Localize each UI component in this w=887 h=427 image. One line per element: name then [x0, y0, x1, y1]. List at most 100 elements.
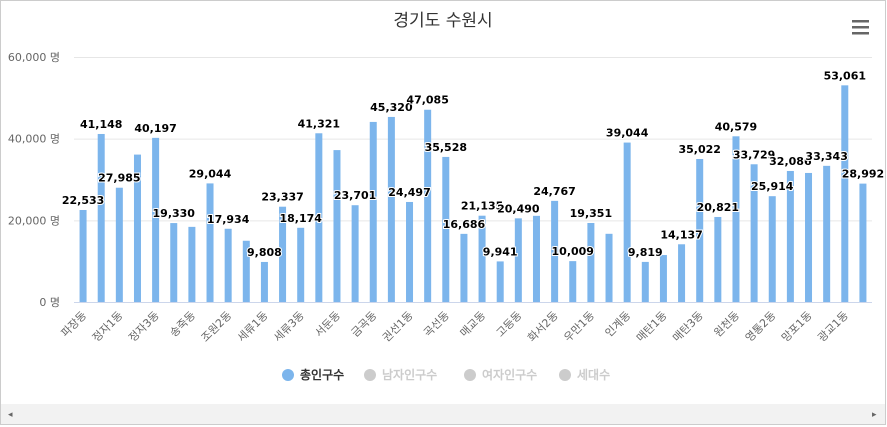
data-label: 25,914 — [751, 180, 794, 193]
bar — [496, 261, 504, 302]
data-label: 19,351 — [570, 207, 612, 220]
y-tick-label: 20,000 명 — [8, 214, 60, 227]
data-label: 40,579 — [715, 120, 757, 133]
data-label: 47,085 — [406, 94, 448, 107]
chart-title: 경기도 수원시 — [393, 11, 492, 31]
bar — [442, 156, 450, 302]
data-label: 32,086 — [769, 155, 812, 168]
bar — [79, 209, 87, 302]
bar — [297, 227, 305, 302]
bar — [170, 223, 178, 302]
bar — [406, 201, 414, 302]
data-label: 45,320 — [370, 101, 413, 114]
data-label: 40,197 — [134, 122, 176, 135]
legend-label: 여자인구수 — [482, 367, 537, 382]
data-label: 33,343 — [805, 150, 847, 163]
data-label: 35,528 — [425, 141, 467, 154]
legend-marker — [464, 369, 476, 381]
bar — [315, 133, 323, 302]
data-label: 9,808 — [247, 246, 282, 259]
data-label: 53,061 — [824, 69, 866, 82]
legend-item[interactable]: 세대수 — [559, 367, 610, 382]
data-label: 9,941 — [483, 245, 518, 258]
bar — [514, 218, 522, 302]
scrollbar[interactable] — [1, 404, 885, 424]
bar — [188, 226, 196, 302]
data-label: 41,148 — [80, 118, 122, 131]
data-label: 20,490 — [497, 202, 540, 215]
bar — [206, 183, 214, 302]
data-label: 35,022 — [678, 143, 720, 156]
legend-marker — [559, 369, 571, 381]
data-label: 24,497 — [388, 186, 430, 199]
data-label: 22,533 — [62, 194, 104, 207]
bar — [242, 240, 250, 302]
data-label: 39,044 — [606, 127, 649, 140]
bar — [333, 150, 341, 302]
data-label: 20,821 — [697, 201, 739, 214]
data-label: 23,701 — [334, 189, 376, 202]
data-label: 29,044 — [189, 167, 232, 180]
legend-item[interactable]: 총인구수 — [282, 367, 344, 382]
bar — [823, 165, 831, 302]
bar — [551, 200, 559, 302]
legend-label: 남자인구수 — [382, 367, 437, 382]
bar — [768, 196, 776, 302]
y-tick-label: 60,000 명 — [8, 51, 60, 64]
bar — [750, 164, 758, 302]
bar — [152, 137, 160, 302]
legend-item[interactable]: 여자인구수 — [464, 367, 537, 382]
bar — [387, 116, 395, 303]
bar — [224, 228, 232, 302]
data-label: 28,992 — [842, 168, 884, 181]
bar — [805, 172, 813, 302]
data-label: 10,009 — [552, 245, 594, 258]
bar — [115, 187, 123, 302]
bar — [732, 136, 740, 302]
bar — [532, 215, 540, 302]
data-label: 23,337 — [261, 191, 303, 204]
scroll-right[interactable]: ▸ — [872, 410, 877, 420]
legend-label: 세대수 — [577, 367, 610, 382]
menu-line — [852, 32, 869, 35]
bar — [659, 255, 667, 302]
data-label: 41,321 — [298, 117, 340, 130]
scroll-left[interactable]: ◂ — [8, 410, 13, 420]
bar — [351, 205, 359, 302]
data-label: 9,819 — [628, 246, 663, 259]
menu-line — [852, 20, 869, 23]
y-tick-label: 40,000 명 — [8, 133, 60, 146]
legend-label: 총인구수 — [300, 367, 344, 382]
bar — [279, 206, 287, 302]
data-label: 33,729 — [733, 148, 775, 161]
data-label: 19,330 — [153, 207, 196, 220]
bar — [369, 121, 377, 302]
data-label: 21,135 — [461, 200, 503, 213]
bar — [478, 215, 486, 302]
menu-button[interactable] — [852, 20, 869, 35]
bar — [859, 183, 867, 302]
bar — [569, 261, 577, 302]
data-label: 17,934 — [207, 213, 250, 226]
bar — [678, 244, 686, 302]
bar — [623, 142, 631, 302]
bar — [97, 133, 105, 302]
y-tick-label: 0 명 — [39, 296, 60, 309]
menu-line — [852, 26, 869, 29]
data-label: 14,137 — [660, 228, 702, 241]
bar — [841, 85, 849, 302]
legend-item[interactable]: 남자인구수 — [364, 367, 437, 382]
bar — [696, 158, 704, 302]
bar — [460, 233, 468, 302]
data-label: 24,767 — [533, 185, 575, 198]
bar — [605, 233, 613, 302]
data-label: 18,174 — [279, 212, 322, 225]
bar — [641, 261, 649, 302]
legend-marker — [282, 369, 294, 381]
bar — [133, 154, 141, 302]
data-label: 27,985 — [98, 172, 140, 185]
legend-marker — [364, 369, 376, 381]
bar — [260, 261, 268, 302]
data-label: 16,686 — [443, 218, 486, 231]
